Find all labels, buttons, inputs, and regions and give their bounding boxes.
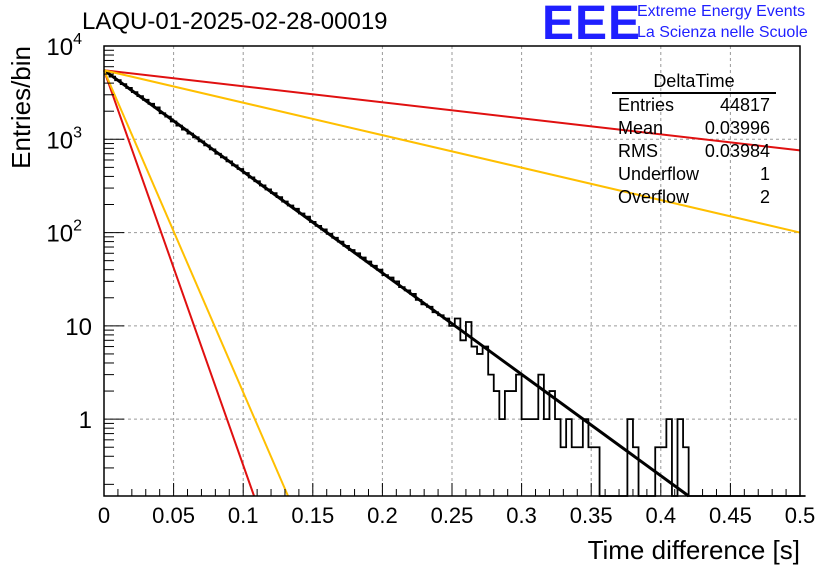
stats-row-overflow: Overflow 2 [612,186,776,209]
x-tick-label: 0.1 [228,503,259,528]
x-axis-label: Time difference [s] [588,535,800,565]
fit-lines [103,69,801,498]
eee-logo: EEE [542,0,642,50]
stats-value: 44817 [719,95,770,115]
stats-value: 0.03996 [704,118,770,138]
stats-key: Overflow [618,187,690,207]
x-tick-label: 0.3 [506,503,537,528]
stats-row-underflow: Underflow 1 [612,163,776,186]
stats-row-rms: RMS 0.03984 [612,140,776,163]
x-tick-label: 0.05 [152,503,195,528]
x-tick-label: 0.35 [570,503,613,528]
stats-box: DeltaTime Entries 44817 Mean 0.03996 RMS… [612,70,776,209]
stats-value: 0.03984 [704,141,770,161]
stats-row-entries: Entries 44817 [612,94,776,117]
stats-value: 1 [759,164,770,184]
y-tick-label: 1 [79,407,92,434]
x-tick-label: 0.2 [367,503,398,528]
y-tick-label: 10 [65,314,92,341]
logo-line-2: La Scienza nelle Scuole [637,24,808,41]
x-tick-label: 0.15 [291,503,334,528]
x-tick-label: 0.45 [709,503,752,528]
y-tick-label: 104 [46,31,82,61]
fit-line-1 [103,69,801,152]
x-tick-label: 0 [98,503,110,528]
y-tick-labels: 1 10 102 103 104 [46,31,92,434]
stats-key: Mean [618,118,664,138]
x-tick-label: 0.25 [431,503,474,528]
y-tick-label: 103 [46,124,82,154]
stats-key: Underflow [618,164,700,184]
axis-ticks [103,45,801,496]
fit-line-3 [103,69,801,234]
chart-title: LAQU-01-2025-02-28-00019 [82,8,388,35]
fit-line-2 [103,69,256,497]
x-tick-label: 0.4 [646,503,677,528]
fit-line-4 [103,69,289,497]
stats-key: Entries [618,95,675,115]
stats-row-mean: Mean 0.03996 [612,117,776,140]
stats-key: RMS [618,141,658,161]
stats-box-title: DeltaTime [612,70,776,94]
fit-line-0 [103,69,690,498]
y-tick-label: 102 [46,218,82,248]
logo-line-1: Extreme Energy Events [637,3,806,20]
stats-value: 2 [759,187,770,207]
x-tick-labels: 0 0.05 0.1 0.15 0.2 0.25 0.3 0.35 0.4 0.45 0.5 [98,503,815,528]
y-axis-label: Entries/bin [6,46,36,169]
x-tick-label: 0.5 [785,503,816,528]
